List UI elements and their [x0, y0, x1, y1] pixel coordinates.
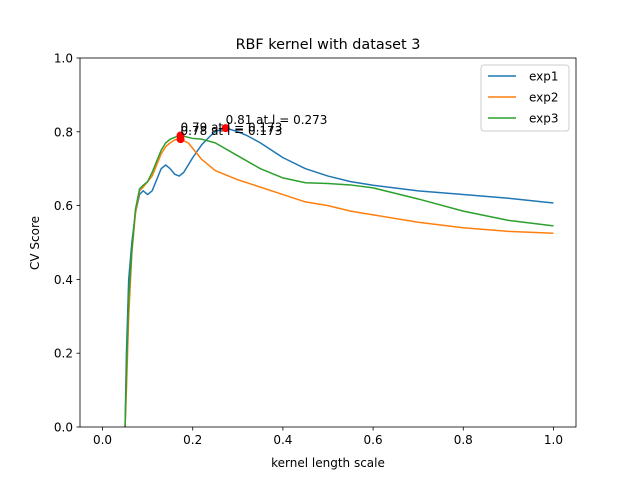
x-tick-label: 0.2 — [183, 433, 202, 447]
series-line-exp1 — [124, 127, 554, 427]
y-tick-label: 0.8 — [54, 125, 73, 139]
peak-annotation-2: 0.79 at l = 0.173 — [181, 120, 283, 134]
legend-label-exp3: exp3 — [529, 112, 559, 126]
x-axis-label: kernel length scale — [271, 456, 385, 470]
legend-label-exp1: exp1 — [529, 70, 559, 84]
peak-marker-3 — [176, 135, 185, 144]
y-tick-label: 0.4 — [54, 273, 73, 287]
peak-marker-1 — [221, 124, 230, 133]
y-tick-label: 0.2 — [54, 347, 73, 361]
axes-frame — [79, 57, 577, 428]
x-tick-label: 0.4 — [273, 433, 292, 447]
legend: exp1 exp2 exp3 — [480, 64, 570, 132]
peak-annotation-1: 0.81 at l = 0.273 — [226, 113, 328, 127]
x-tick-label: 0.8 — [454, 433, 473, 447]
x-tick-label: 0.0 — [93, 433, 112, 447]
y-tick-label: 1.0 — [54, 52, 73, 66]
peak-annotation-3: 0.78 at l = 0.173 — [181, 124, 283, 138]
y-tick-label: 0.6 — [54, 199, 73, 213]
y-tick-label: 0.0 — [54, 421, 73, 435]
y-axis-label: CV Score — [28, 216, 42, 270]
legend-label-exp2: exp2 — [529, 91, 559, 105]
chart-title: RBF kernel with dataset 3 — [236, 37, 421, 53]
legend-box — [480, 64, 570, 132]
x-tick-label: 0.6 — [364, 433, 383, 447]
x-tick-label: 1.0 — [544, 433, 563, 447]
